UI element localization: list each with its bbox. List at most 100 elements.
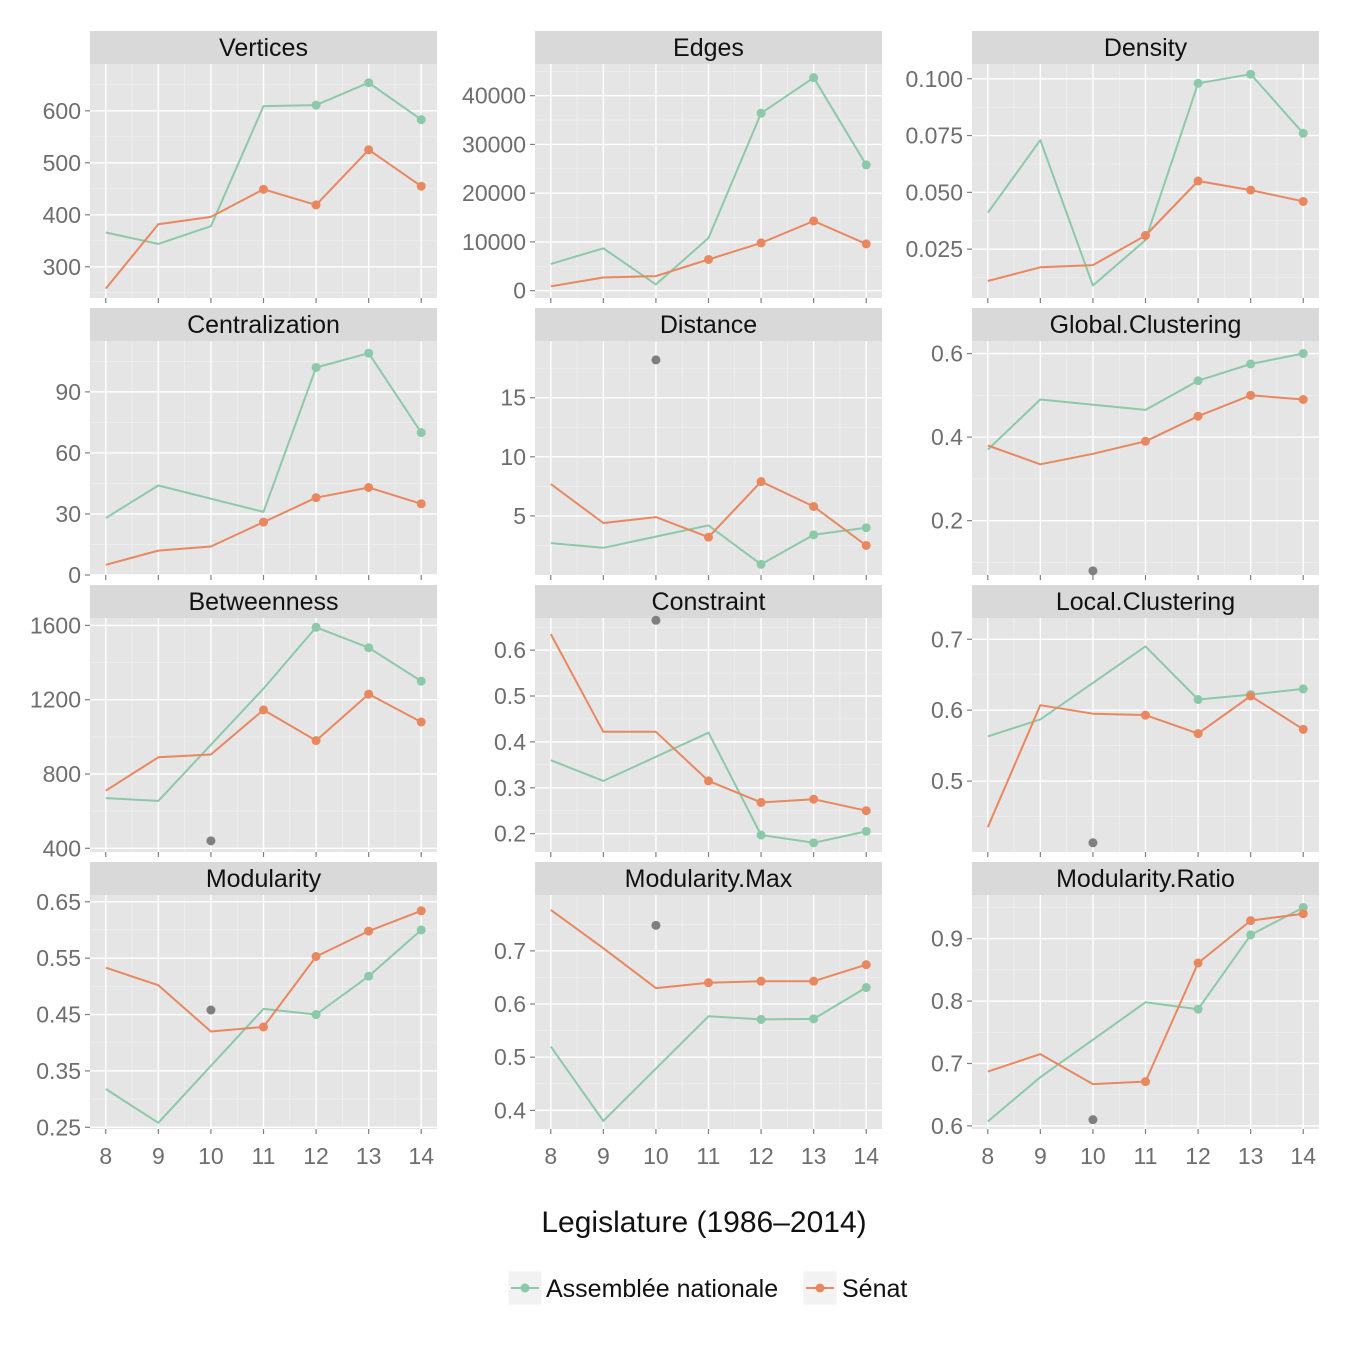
y-tick-label: 0.025 [905, 236, 963, 262]
y-tick-label: 10 [500, 444, 526, 470]
series-line-assembl-e-nationale [987, 352, 1304, 451]
x-tick-label: 8 [544, 1143, 557, 1169]
x-tick-label: 9 [1034, 1143, 1047, 1169]
y-tick-label: 0.6 [931, 1113, 963, 1139]
data-point-s-nat [1141, 231, 1150, 241]
data-point-s-nat [416, 717, 426, 727]
y-tick-label: 0.075 [905, 123, 963, 149]
y-tick-label: 30000 [462, 131, 526, 157]
x-tick-label: 12 [1185, 1143, 1211, 1169]
y-tick-label: 0.2 [931, 508, 963, 534]
y-tick-label: 0 [513, 278, 526, 304]
data-point-s-nat [1298, 909, 1308, 919]
x-tick-label: 8 [981, 1143, 994, 1169]
data-point-assembl-e-nationale [1193, 695, 1203, 705]
y-tick-label: 0.55 [36, 945, 81, 971]
x-tick-label: 11 [697, 1143, 721, 1169]
data-point-assembl-e-nationale [311, 622, 321, 632]
strip-centralization [90, 308, 437, 341]
outlier-point [206, 836, 216, 846]
data-point-s-nat [259, 1022, 268, 1032]
data-point-s-nat [416, 181, 426, 191]
legend-label-s-nat: Sénat [842, 1275, 907, 1303]
data-point-s-nat [364, 145, 374, 155]
data-point-assembl-e-nationale [311, 100, 321, 110]
data-point-s-nat [1298, 395, 1308, 404]
panels: Vertices300400500600Edges010000200003000… [30, 31, 1319, 1169]
panel-betweenness: Betweenness 400 800 1200 1600 [30, 585, 437, 861]
data-point-s-nat [704, 532, 713, 542]
data-point-s-nat [416, 499, 426, 509]
data-point-s-nat [861, 239, 871, 249]
data-point-s-nat [1193, 958, 1203, 968]
data-point-s-nat [364, 926, 374, 936]
y-tick-label: 1600 [30, 612, 81, 638]
y-tick-label: 0.6 [931, 697, 963, 723]
series-line-assembl-e-nationale [987, 645, 1304, 738]
data-point-s-nat [809, 216, 819, 226]
panel-title-modularity-ratio: Modularity.Ratio [1056, 865, 1235, 893]
data-point-assembl-e-nationale [756, 1014, 766, 1024]
data-point-s-nat [861, 960, 871, 970]
data-point-assembl-e-nationale [1193, 1004, 1203, 1014]
strip-modularity-ratio [972, 862, 1319, 895]
panel-modularity-ratio: Modularity.Ratio 0.6 0.7 0.8 0.9 8 9 10 11 12 13 14 [931, 862, 1319, 1169]
y-tick-label: 0.7 [931, 1050, 963, 1076]
x-tick-label: 10 [1080, 1143, 1106, 1169]
legend-label-assembl-e-nationale: Assemblée nationale [546, 1275, 778, 1303]
legend-item-s-nat: Sénat [802, 1270, 907, 1306]
strip-distance [535, 308, 882, 341]
data-point-s-nat [861, 806, 871, 816]
y-tick-label: 0.7 [931, 626, 963, 652]
y-tick-label: 400 [43, 202, 81, 228]
data-point-s-nat [1246, 390, 1256, 400]
y-tick-label: 90 [55, 379, 81, 405]
y-tick-label: 0.2 [494, 821, 526, 847]
strip-constraint [535, 585, 882, 618]
y-tick-label: 0.050 [905, 179, 963, 205]
series-line-assembl-e-nationale [550, 731, 867, 844]
data-point-s-nat [861, 540, 871, 550]
data-point-s-nat [1141, 436, 1150, 446]
data-point-s-nat [809, 794, 819, 804]
y-tick-label: 600 [43, 98, 81, 124]
y-tick-label: 0.35 [36, 1058, 81, 1084]
data-point-assembl-e-nationale [1246, 930, 1256, 940]
y-tick-label: 500 [43, 150, 81, 176]
data-point-s-nat [1193, 176, 1203, 186]
data-point-s-nat [1141, 710, 1150, 720]
strip-density [972, 31, 1319, 64]
panel-title-betweenness: Betweenness [188, 588, 338, 616]
data-point-s-nat [311, 200, 321, 210]
data-point-assembl-e-nationale [416, 115, 426, 125]
x-tick-label: 14 [853, 1143, 879, 1169]
data-point-s-nat [416, 906, 426, 916]
data-point-s-nat [809, 501, 819, 511]
panel-title-global-clustering: Global.Clustering [1050, 311, 1242, 339]
data-point-assembl-e-nationale [809, 530, 819, 540]
data-point-assembl-e-nationale [809, 73, 819, 83]
y-tick-label: 400 [43, 835, 81, 861]
data-point-assembl-e-nationale [1246, 359, 1256, 369]
data-point-s-nat [259, 184, 268, 194]
panel-edges: Edges 0 10000 20000 30000 40000 [462, 31, 882, 304]
y-tick-label: 15 [500, 385, 526, 411]
data-point-s-nat [1246, 916, 1256, 926]
x-tick-label: 9 [152, 1143, 165, 1169]
strip-edges [535, 31, 882, 64]
panel-title-constraint: Constraint [652, 588, 766, 616]
y-tick-label: 10000 [462, 229, 526, 255]
x-tick-label: 12 [748, 1143, 774, 1169]
y-tick-label: 40000 [462, 83, 526, 109]
data-point-assembl-e-nationale [1298, 349, 1308, 359]
panel-global-clustering: Global.Clustering 0.2 0.4 0.6 [931, 308, 1319, 580]
y-tick-label: 1200 [30, 687, 81, 713]
data-point-s-nat [1298, 724, 1308, 734]
legend-item-assembl-e-nationale: Assemblée nationale [507, 1270, 778, 1306]
x-axis-title: Legislature (1986–2014) [541, 1206, 866, 1239]
data-point-assembl-e-nationale [756, 830, 766, 840]
data-point-s-nat [1193, 729, 1203, 739]
y-tick-label: 0.6 [494, 637, 526, 663]
panel-title-modularity-max: Modularity.Max [625, 865, 793, 893]
y-tick-label: 30 [55, 501, 81, 527]
